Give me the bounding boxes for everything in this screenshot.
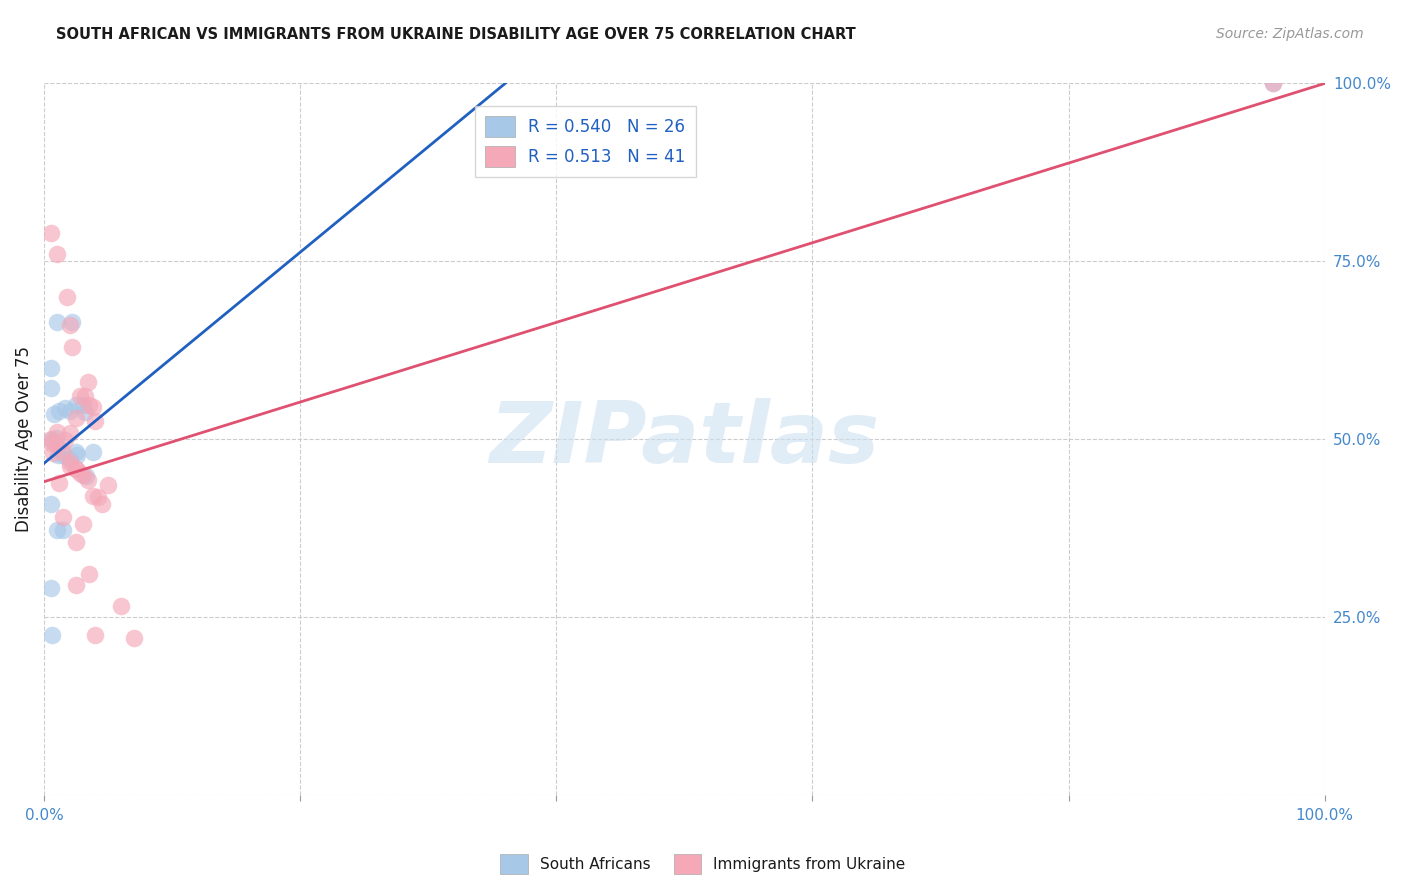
Point [65, 462, 87, 476]
Point [52, 523, 75, 537]
Point [69, 389, 91, 403]
Point [77, 567, 100, 582]
Point [46, 448, 69, 462]
Y-axis label: Disability Age Over 75: Disability Age Over 75 [15, 346, 32, 532]
Point [72, 517, 94, 532]
Point [45, 315, 67, 329]
Point [122, 631, 145, 645]
Text: SOUTH AFRICAN VS IMMIGRANTS FROM UKRAINE DISABILITY AGE OVER 75 CORRELATION CHAR: SOUTH AFRICAN VS IMMIGRANTS FROM UKRAINE… [56, 27, 856, 42]
Point [39, 381, 62, 395]
Point [77, 398, 100, 412]
Point [59, 426, 82, 441]
Point [56, 290, 79, 304]
Point [76, 375, 98, 389]
Point [44, 407, 66, 421]
Point [84, 414, 107, 428]
Point [65, 578, 87, 592]
Point [97, 478, 120, 492]
Point [45, 425, 67, 439]
Text: ZIPatlas: ZIPatlas [489, 398, 880, 481]
Point [52, 448, 75, 462]
Point [75, 469, 97, 483]
Point [65, 462, 87, 476]
Point [72, 398, 94, 412]
Point [52, 510, 75, 524]
Point [45, 431, 67, 445]
Point [90, 498, 112, 512]
Point [65, 445, 87, 459]
Point [59, 403, 82, 417]
Point [84, 627, 107, 641]
Point [41, 627, 63, 641]
Point [75, 389, 97, 403]
Point [52, 445, 75, 459]
Point [39, 435, 62, 450]
Point [60, 340, 83, 354]
Point [65, 535, 87, 549]
Point [82, 400, 104, 414]
Point [39, 582, 62, 596]
Point [48, 476, 70, 491]
Point [48, 403, 70, 417]
Point [53, 434, 76, 448]
Point [75, 405, 97, 419]
Legend: R = 0.540   N = 26, R = 0.513   N = 41: R = 0.540 N = 26, R = 0.513 N = 41 [475, 106, 696, 178]
Point [39, 226, 62, 240]
Point [39, 434, 62, 448]
Point [65, 410, 87, 425]
Point [45, 247, 67, 261]
Point [82, 445, 104, 459]
Point [65, 398, 87, 412]
Point [39, 432, 62, 446]
Point [1263, 77, 1285, 91]
Point [42, 446, 65, 460]
Point [53, 401, 76, 416]
Point [110, 599, 132, 614]
Point [82, 489, 104, 503]
Text: Source: ZipAtlas.com: Source: ZipAtlas.com [1216, 27, 1364, 41]
Point [1263, 77, 1285, 91]
Point [60, 315, 83, 329]
Point [59, 458, 82, 473]
Point [45, 523, 67, 537]
Point [39, 498, 62, 512]
Point [69, 466, 91, 480]
Point [76, 473, 98, 487]
Point [66, 448, 89, 462]
Point [87, 491, 110, 505]
Legend: South Africans, Immigrants from Ukraine: South Africans, Immigrants from Ukraine [495, 848, 911, 880]
Point [59, 455, 82, 469]
Point [39, 360, 62, 375]
Point [72, 467, 94, 482]
Point [45, 438, 67, 452]
Point [59, 318, 82, 333]
Point [59, 451, 82, 466]
